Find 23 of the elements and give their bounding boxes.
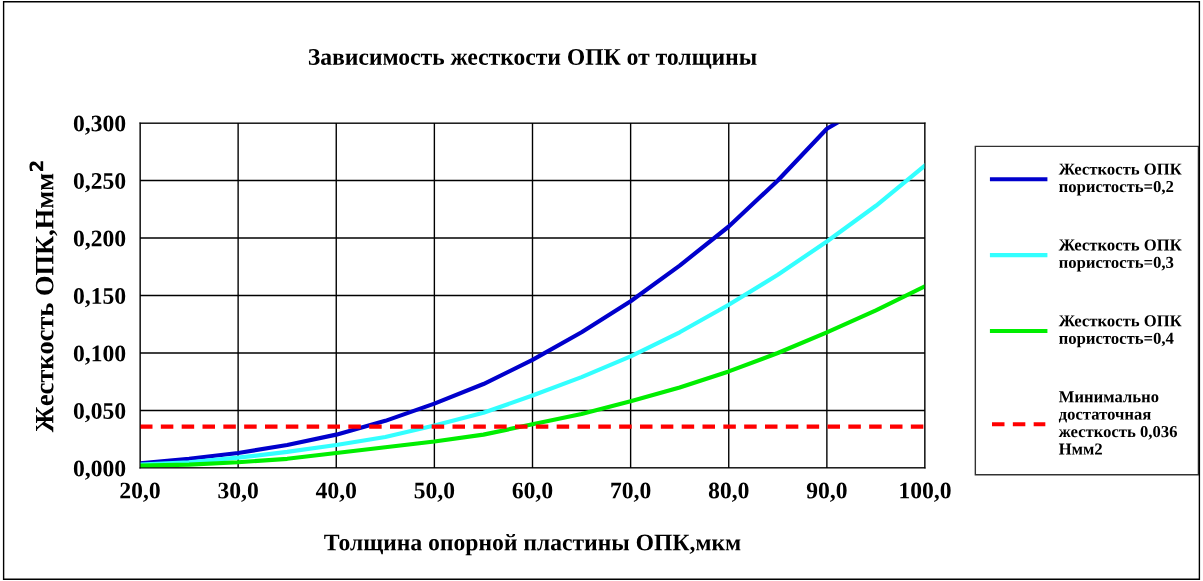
- y-tick-label: 0,150: [73, 287, 126, 308]
- y-tick-label: 0,250: [73, 172, 126, 193]
- x-axis-title: Толщина опорной пластины ОПК,мкм: [324, 533, 741, 556]
- x-tick-label: 70,0: [611, 482, 651, 502]
- legend-label: Жесткость ОПК пористость=0,2: [1058, 163, 1182, 196]
- x-tick-label: 50,0: [414, 482, 455, 502]
- x-tick-label: 30,0: [218, 482, 258, 502]
- y-tick-label: 0,300: [73, 115, 126, 135]
- y-axis-title: Жесткость ОПК,Нмм$^{2}$: [29, 161, 58, 433]
- x-tick-label: 60,0: [512, 482, 553, 502]
- y-tick-label: 0,050: [73, 402, 126, 423]
- x-tick-label: 40,0: [315, 482, 357, 502]
- x-tick-label: 80,0: [708, 482, 749, 502]
- chart-title: Зависимость жесткости ОПК от толщины: [308, 49, 757, 69]
- legend-label: Жесткость ОПК пористость=0,3: [1058, 239, 1182, 272]
- x-tick-label: 100,0: [900, 482, 951, 502]
- y-tick-label: 0,000: [73, 460, 126, 480]
- y-tick-label: 0,200: [73, 230, 126, 250]
- x-tick-label: 90,0: [806, 482, 847, 502]
- y-tick-label: 0,100: [73, 345, 126, 365]
- legend-label: Минимально достаточная жесткость 0,036 Нмм2: [1058, 391, 1177, 455]
- x-tick-label: 20,0: [120, 482, 160, 502]
- legend-label: Жесткость ОПК пористость=0,4: [1058, 315, 1182, 348]
